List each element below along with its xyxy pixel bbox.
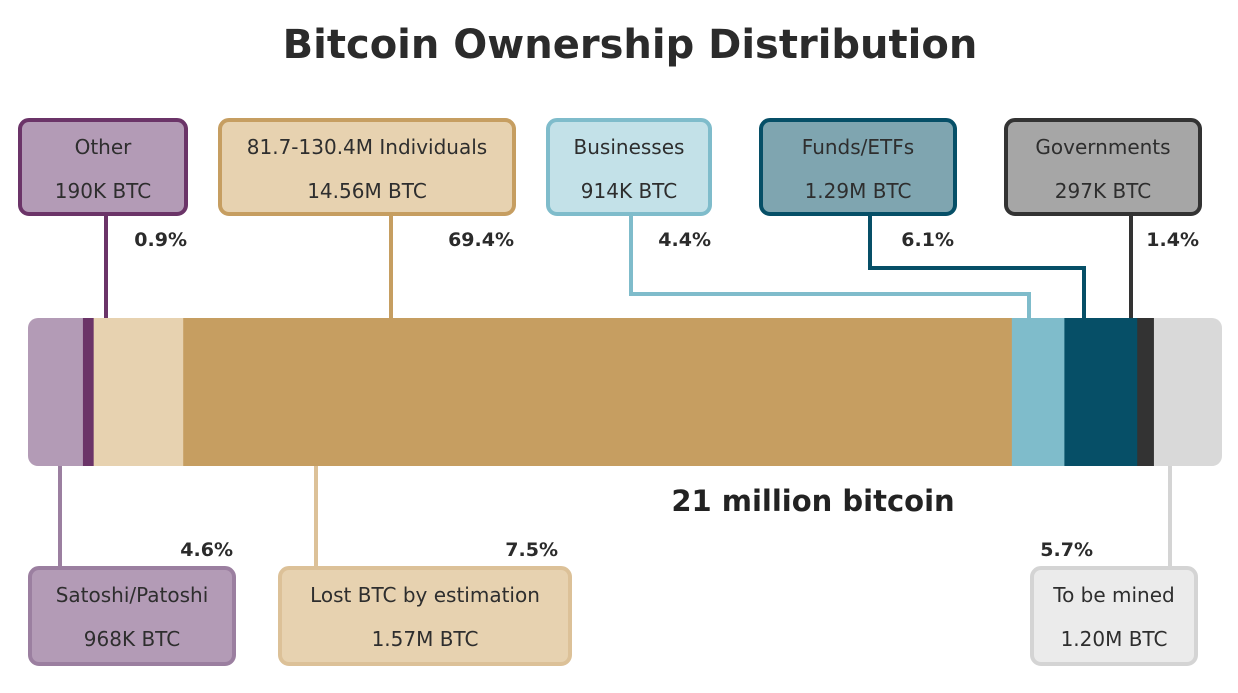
segment-amount-mined: 1.20M BTC bbox=[1061, 627, 1168, 651]
label-box-satoshi: Satoshi/Patoshi 968K BTC bbox=[28, 566, 236, 666]
percent-label-governments: 1.4% bbox=[1146, 229, 1199, 251]
chart-title: Bitcoin Ownership Distribution bbox=[283, 22, 978, 68]
label-box-businesses: Businesses 914K BTC bbox=[546, 118, 712, 216]
segment-amount-businesses: 914K BTC bbox=[581, 179, 677, 203]
label-box-frame-governments bbox=[1004, 118, 1202, 216]
percent-label-mined: 5.7% bbox=[1040, 539, 1093, 561]
label-box-frame-lost bbox=[278, 566, 572, 666]
bar-segment-individuals bbox=[183, 318, 1013, 466]
segment-amount-other: 190K BTC bbox=[55, 179, 151, 203]
bar-segment-lost bbox=[93, 318, 184, 466]
bar-segment-satoshi bbox=[28, 318, 84, 466]
label-box-lost: Lost BTC by estimation 1.57M BTC bbox=[278, 566, 572, 666]
label-box-frame-businesses bbox=[546, 118, 712, 216]
percent-labels: 4.6% 0.9% 7.5% 69.4% 4.4% 6.1% 1.4% 5.7% bbox=[134, 229, 1199, 561]
label-box-individuals: 81.7-130.4M Individuals 14.56M BTC bbox=[218, 118, 516, 216]
percent-label-businesses: 4.4% bbox=[658, 229, 711, 251]
bar-segment-businesses bbox=[1011, 318, 1065, 466]
percent-label-lost: 7.5% bbox=[505, 539, 558, 561]
label-box-frame-satoshi bbox=[28, 566, 236, 666]
bar-segment-mined bbox=[1153, 318, 1222, 466]
chart-caption: 21 million bitcoin bbox=[671, 484, 954, 518]
connector-lines bbox=[58, 214, 1172, 568]
connector-businesses bbox=[629, 214, 1031, 318]
segment-amount-satoshi: 968K BTC bbox=[84, 627, 180, 651]
segment-amount-governments: 297K BTC bbox=[1055, 179, 1151, 203]
segment-amount-funds: 1.29M BTC bbox=[805, 179, 912, 203]
bar-segment-funds bbox=[1064, 318, 1138, 466]
bar-segment-governments bbox=[1137, 318, 1155, 466]
segment-name-businesses: Businesses bbox=[574, 135, 685, 159]
segment-name-individuals: 81.7-130.4M Individuals bbox=[247, 135, 487, 159]
segment-name-funds: Funds/ETFs bbox=[802, 135, 914, 159]
segment-name-mined: To be mined bbox=[1052, 583, 1174, 607]
label-box-governments: Governments 297K BTC bbox=[1004, 118, 1202, 216]
percent-label-funds: 6.1% bbox=[901, 229, 954, 251]
segment-name-other: Other bbox=[75, 135, 133, 159]
label-boxes: Satoshi/Patoshi 968K BTC Other 190K BTC Lost… bbox=[18, 118, 1202, 666]
segment-name-governments: Governments bbox=[1035, 135, 1170, 159]
label-box-frame-mined bbox=[1030, 566, 1198, 666]
label-box-mined: To be mined 1.20M BTC bbox=[1030, 566, 1198, 666]
percent-label-individuals: 69.4% bbox=[448, 229, 514, 251]
label-box-frame-other bbox=[18, 118, 188, 216]
label-box-funds: Funds/ETFs 1.29M BTC bbox=[759, 118, 957, 216]
percent-label-other: 0.9% bbox=[134, 229, 187, 251]
segment-amount-lost: 1.57M BTC bbox=[372, 627, 479, 651]
bar-segment-other bbox=[82, 318, 95, 466]
percent-label-satoshi: 4.6% bbox=[180, 539, 233, 561]
segment-name-satoshi: Satoshi/Patoshi bbox=[56, 583, 209, 607]
segment-name-lost: Lost BTC by estimation bbox=[310, 583, 540, 607]
label-box-frame-funds bbox=[759, 118, 957, 216]
connector-funds bbox=[868, 214, 1086, 318]
stacked-bar bbox=[28, 318, 1222, 466]
label-box-other: Other 190K BTC bbox=[18, 118, 188, 216]
label-box-frame-individuals bbox=[218, 118, 516, 216]
segment-amount-individuals: 14.56M BTC bbox=[307, 179, 427, 203]
